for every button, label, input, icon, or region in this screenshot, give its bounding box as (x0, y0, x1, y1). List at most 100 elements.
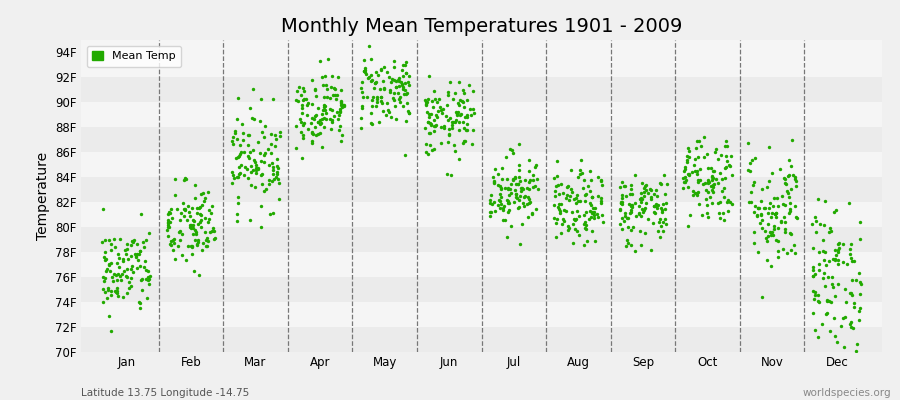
Point (396, 84, 410, 90)
Point (843, 246, 858, 252)
Point (232, 142, 247, 148)
Point (160, 218, 175, 225)
Point (423, 142, 437, 148)
Point (374, 94, 388, 101)
Point (595, 182, 609, 188)
Point (641, 190, 655, 196)
Point (420, 99, 435, 106)
Point (817, 270, 832, 276)
Point (518, 192, 532, 199)
Point (822, 258, 836, 264)
Point (161, 224, 176, 230)
Point (98, 275, 112, 281)
Point (575, 170, 590, 176)
Point (508, 194, 523, 201)
Point (442, 126, 456, 132)
Point (824, 228, 839, 234)
Point (499, 154, 513, 161)
Point (422, 111, 436, 117)
Point (656, 219, 670, 226)
Point (483, 200, 498, 206)
Point (324, 106, 338, 113)
Point (774, 218, 788, 224)
Point (312, 117, 327, 123)
Point (767, 226, 781, 232)
Point (624, 242, 638, 248)
Point (570, 228, 584, 234)
Point (648, 203, 662, 209)
Point (808, 289, 823, 296)
Point (249, 170, 264, 176)
Point (498, 185, 512, 191)
Point (425, 147, 439, 154)
Point (522, 177, 536, 184)
Point (778, 176, 792, 182)
Point (769, 210, 783, 216)
Point (441, 139, 455, 145)
Point (306, 131, 320, 137)
Point (233, 170, 248, 176)
Point (104, 260, 118, 266)
Point (102, 261, 116, 267)
Point (552, 191, 566, 198)
Point (376, 78, 391, 84)
Point (96, 254, 111, 260)
Point (297, 88, 311, 94)
Point (635, 206, 650, 212)
Point (626, 224, 640, 230)
Point (202, 216, 217, 222)
Point (364, 77, 379, 84)
Point (718, 165, 733, 171)
Point (500, 208, 515, 215)
Point (847, 300, 861, 306)
Point (310, 131, 325, 137)
Point (809, 217, 824, 224)
Point (230, 200, 245, 206)
Point (429, 114, 444, 120)
Point (501, 199, 516, 206)
Point (628, 213, 643, 219)
Point (466, 110, 481, 116)
Point (297, 120, 311, 126)
Point (515, 184, 529, 191)
Point (491, 196, 506, 203)
Point (554, 201, 569, 208)
Point (234, 162, 248, 168)
Point (710, 199, 724, 206)
Point (230, 174, 245, 180)
Point (677, 179, 691, 185)
Point (142, 229, 157, 236)
Point (831, 261, 845, 267)
Point (751, 204, 765, 211)
Point (389, 84, 403, 90)
Point (784, 162, 798, 169)
Point (398, 62, 412, 68)
Point (644, 186, 659, 193)
Point (329, 92, 344, 98)
Point (512, 167, 526, 174)
Point (572, 167, 587, 173)
Point (849, 277, 863, 283)
Point (628, 172, 643, 178)
Point (130, 250, 145, 257)
Point (702, 194, 716, 200)
Point (453, 79, 467, 85)
Point (715, 188, 729, 194)
Point (510, 195, 525, 201)
Point (683, 212, 698, 218)
Point (320, 94, 334, 100)
Point (634, 242, 648, 248)
Point (326, 92, 340, 98)
Point (755, 217, 770, 223)
Point (583, 168, 598, 174)
Point (395, 82, 410, 89)
Point (305, 129, 320, 136)
Point (493, 194, 508, 200)
Point (398, 80, 412, 87)
Point (354, 115, 368, 121)
Point (365, 76, 380, 83)
Point (399, 70, 413, 76)
Point (355, 79, 369, 86)
Point (693, 166, 707, 172)
Point (190, 210, 204, 216)
